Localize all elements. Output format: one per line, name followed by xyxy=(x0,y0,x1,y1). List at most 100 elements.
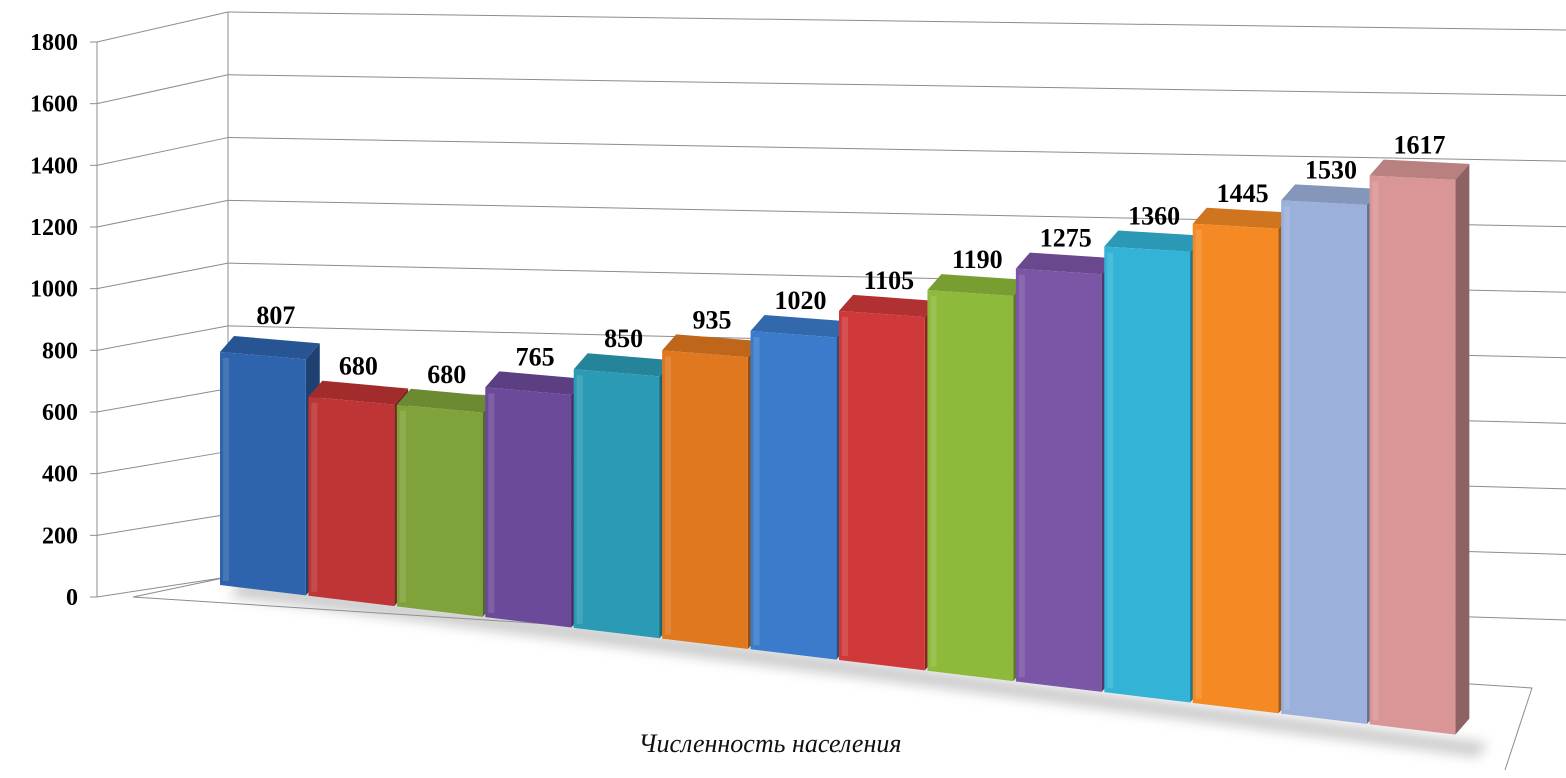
bar-front xyxy=(1015,268,1102,692)
bar-highlight xyxy=(1195,229,1202,699)
bar xyxy=(1281,184,1381,724)
y-tick-label: 800 xyxy=(42,338,78,364)
gridline xyxy=(227,74,1566,97)
bar-side xyxy=(1455,163,1470,735)
side-gridline xyxy=(96,576,229,598)
y-tick-label: 1600 xyxy=(30,92,78,118)
bar-highlight xyxy=(930,296,937,667)
bar-top xyxy=(573,353,674,377)
bar xyxy=(750,314,851,660)
bar-front xyxy=(750,330,837,660)
bar-front xyxy=(839,310,925,671)
y-tick-label: 0 xyxy=(66,585,78,611)
side-gridline xyxy=(96,325,229,351)
bar-top xyxy=(839,294,939,318)
bar-top xyxy=(485,371,586,395)
bar-top xyxy=(662,334,762,358)
bar xyxy=(927,274,1028,682)
bar-front xyxy=(573,369,660,639)
data-label: 1190 xyxy=(952,245,1003,274)
bar-front xyxy=(1369,175,1456,735)
bar-top xyxy=(750,314,851,338)
bar-highlight xyxy=(1372,181,1379,721)
bar-front xyxy=(1104,246,1191,703)
bar-front xyxy=(1192,223,1279,714)
y-tick-label: 1400 xyxy=(30,153,78,179)
bar-highlight xyxy=(311,402,318,592)
gridline xyxy=(227,11,1566,31)
y-tick-label: 1800 xyxy=(30,30,78,56)
bar-highlight xyxy=(842,316,848,656)
bar-highlight xyxy=(488,393,495,614)
x-axis-label: Численность населения xyxy=(639,729,902,758)
bar-top xyxy=(1192,207,1293,229)
bar-front xyxy=(308,396,395,607)
bar-highlight xyxy=(1107,252,1114,689)
bar-front xyxy=(1281,200,1367,724)
bar xyxy=(396,388,497,617)
bar-top xyxy=(1281,184,1381,205)
bar xyxy=(1015,252,1116,692)
bar-top xyxy=(1015,252,1116,275)
bar-top xyxy=(220,336,320,360)
side-gridline xyxy=(96,262,229,290)
bar xyxy=(662,334,762,649)
data-label: 850 xyxy=(604,324,643,353)
bar xyxy=(1369,159,1470,735)
side-gridline xyxy=(96,199,229,228)
data-label: 1020 xyxy=(774,286,826,315)
data-label: 807 xyxy=(256,301,295,330)
bar xyxy=(1192,207,1293,714)
side-gridline xyxy=(96,450,229,475)
bar xyxy=(485,371,586,628)
bar-highlight xyxy=(576,375,583,624)
gridline xyxy=(227,137,1566,162)
bar-front xyxy=(662,350,748,649)
bar-top xyxy=(1104,230,1205,252)
bar-front xyxy=(396,404,483,617)
bar-front xyxy=(927,290,1014,682)
side-gridline xyxy=(96,137,229,166)
bar xyxy=(1104,230,1205,703)
data-label: 1530 xyxy=(1305,155,1357,184)
bar-front xyxy=(485,387,572,628)
bar xyxy=(220,336,320,596)
data-label: 1275 xyxy=(1040,224,1092,253)
bar-top xyxy=(1369,159,1470,180)
bar-highlight xyxy=(753,336,760,646)
data-label: 1445 xyxy=(1217,179,1269,208)
bar-highlight xyxy=(1018,274,1025,678)
bar-shadow xyxy=(230,581,1488,757)
bar-highlight xyxy=(665,356,672,635)
y-tick-label: 400 xyxy=(42,462,78,488)
data-label: 765 xyxy=(516,342,555,371)
bar-front xyxy=(220,352,306,596)
bar-top xyxy=(396,388,497,413)
y-tick-label: 600 xyxy=(42,400,78,426)
data-label: 1360 xyxy=(1128,202,1180,231)
side-gridline xyxy=(96,388,229,413)
bar-top xyxy=(927,274,1028,296)
y-tick-label: 1000 xyxy=(30,277,78,303)
data-label: 935 xyxy=(693,305,732,334)
data-label: 1105 xyxy=(864,266,915,295)
side-gridline xyxy=(96,74,229,105)
bar xyxy=(839,294,939,671)
bar-highlight xyxy=(399,410,406,603)
bar-highlight xyxy=(223,358,229,581)
y-tick-label: 200 xyxy=(42,523,78,549)
bar-top xyxy=(308,380,409,405)
data-label: 1617 xyxy=(1393,131,1445,160)
bar xyxy=(308,380,409,607)
data-label: 680 xyxy=(427,360,466,389)
bar xyxy=(573,353,674,639)
y-tick-label: 1200 xyxy=(30,215,78,241)
data-labels: 807 680 680 765 850 935 1020 1105 1190 1275 1360 14… xyxy=(256,131,1445,389)
y-axis-ticks: 0 200 400 600 800 1000 1200 1400 1600 1800 xyxy=(30,30,97,611)
data-label: 680 xyxy=(339,352,378,381)
side-gridline xyxy=(96,11,229,43)
side-gridline xyxy=(96,513,229,536)
bar-highlight xyxy=(1284,206,1291,710)
